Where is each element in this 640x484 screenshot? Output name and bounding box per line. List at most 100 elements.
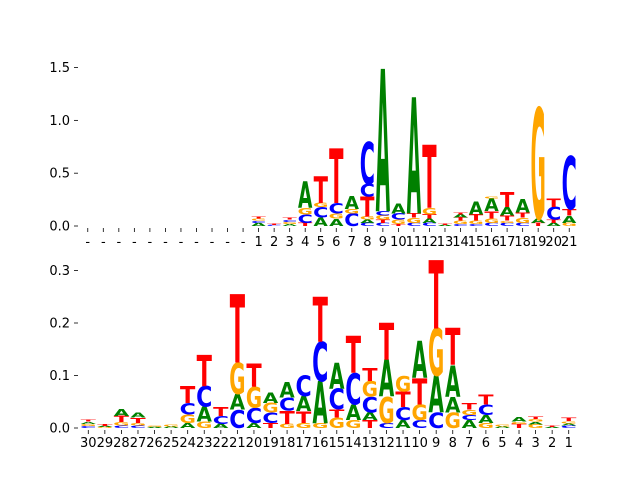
- logo-letter-t: T: [296, 408, 312, 427]
- logo-letter-c: C: [362, 393, 378, 418]
- logo-letter-a: A: [130, 411, 146, 420]
- logo-letter-t: T: [379, 315, 395, 373]
- logo-letter-t: T: [528, 416, 543, 420]
- x-tick-label: 9: [379, 235, 387, 250]
- logo-letter-g: G: [196, 420, 212, 430]
- logo-letter-a: A: [438, 225, 454, 227]
- logo-letter-a: A: [429, 366, 445, 425]
- logo-letter-t: T: [500, 214, 515, 223]
- logo-letter-g: G: [163, 425, 179, 427]
- logo-letter-a: A: [561, 423, 576, 426]
- x-tick-label: 6: [332, 235, 340, 250]
- logo-letter-t: T: [362, 419, 377, 431]
- logo-letter-a: A: [544, 427, 560, 429]
- logo-letter-g: G: [527, 424, 543, 430]
- logo-letter-g: G: [113, 422, 129, 427]
- logo-letter-g: G: [282, 221, 297, 224]
- logo-letter-t: T: [544, 426, 560, 428]
- x-tick-label: 23: [196, 436, 213, 451]
- logo-letter-a: A: [279, 378, 294, 403]
- x-tick-label: 14: [452, 235, 469, 250]
- x-tick-label: 8: [363, 235, 371, 250]
- logo-letter-a: A: [360, 219, 375, 224]
- logo-letter-c: C: [80, 425, 96, 428]
- logo-letter-t: T: [391, 223, 406, 226]
- logo-letter-a: A: [379, 350, 395, 409]
- logo-letter-g: G: [406, 217, 421, 225]
- logo-letter-c: C: [561, 425, 577, 429]
- logo-letter-a: A: [495, 426, 510, 428]
- logo-letter-a: A: [329, 217, 344, 229]
- logo-letter-c: C: [478, 403, 494, 419]
- logo-letter-g: G: [562, 222, 577, 227]
- logo-letter-c: C: [484, 222, 499, 227]
- logo-letter-t: T: [478, 393, 494, 408]
- logo-letter-c: C: [251, 220, 266, 223]
- x-tick-label: 11: [395, 436, 412, 451]
- logo-letter-t: T: [298, 222, 313, 227]
- x-tick-label: -: [194, 235, 199, 250]
- logo-letter-t: T: [213, 405, 229, 419]
- x-tick-label: 18: [279, 436, 296, 451]
- logo-letter-a: A: [362, 410, 378, 423]
- y-tick-label: 0.0: [49, 422, 70, 437]
- x-tick-label: 5: [317, 235, 325, 250]
- x-tick-label: 8: [449, 436, 457, 451]
- logo-letter-c: C: [229, 405, 245, 435]
- logo-letter-g: G: [329, 416, 345, 433]
- x-tick-label: 13: [437, 235, 454, 250]
- logo-letter-g: G: [344, 208, 359, 215]
- logo-letter-g: G: [362, 377, 378, 402]
- logo-letter-t: T: [346, 328, 362, 386]
- logo-letter-t: T: [422, 127, 436, 229]
- logo-letter-g: G: [445, 408, 461, 433]
- logo-letter-g: G: [484, 196, 499, 199]
- x-tick-label: 3: [286, 235, 294, 250]
- logo-letter-g: G: [296, 421, 312, 430]
- logo-letter-c: C: [395, 403, 411, 424]
- logo-letter-a: A: [345, 194, 359, 214]
- logo-letter-c: C: [375, 210, 390, 217]
- logo-letter-g: G: [511, 421, 527, 424]
- y-tick-label: 0.1: [49, 369, 70, 384]
- logo-letter-t: T: [360, 191, 375, 224]
- logo-letter-a: A: [391, 201, 406, 216]
- logo-letter-t: T: [462, 402, 478, 412]
- logo-letter-g: G: [453, 220, 468, 225]
- logo-letter-g: G: [461, 408, 477, 417]
- logo-letter-g: G: [298, 207, 313, 217]
- logo-letter-g: G: [312, 421, 328, 430]
- logo-letter-c: C: [130, 425, 146, 429]
- logo-letter-g: G: [313, 202, 328, 209]
- logo-letter-a: A: [230, 390, 245, 415]
- logo-letter-a: A: [376, 30, 390, 258]
- logo-letter-t: T: [562, 207, 576, 217]
- x-tick-label: -: [179, 235, 184, 250]
- logo-letter-a: A: [314, 216, 328, 229]
- logo-letter-a: A: [547, 222, 562, 227]
- x-tick-label: 4: [515, 436, 523, 451]
- x-tick-label: -: [241, 235, 246, 250]
- logo-letter-a: A: [531, 218, 546, 225]
- logo-letter-g: G: [180, 412, 196, 426]
- logo-letter-a: A: [469, 199, 483, 219]
- logo-letter-t: T: [197, 347, 213, 397]
- x-tick-label: 3: [531, 436, 539, 451]
- logo-letter-a: A: [213, 423, 229, 430]
- logo-letter-t: T: [484, 209, 499, 221]
- x-tick-label: 10: [411, 436, 428, 451]
- logo-letter-a: A: [97, 426, 113, 428]
- logo-letter-c: C: [360, 132, 375, 199]
- y-tick-label: 1.0: [49, 114, 70, 129]
- logo-letter-a: A: [500, 205, 514, 218]
- x-tick-label: 13: [362, 436, 379, 451]
- logo-letter-a: A: [478, 413, 494, 426]
- logo-letter-t: T: [97, 424, 112, 427]
- logo-letter-a: A: [528, 421, 543, 425]
- x-tick-label: 1: [254, 235, 262, 250]
- logo-letter-t: T: [511, 423, 527, 430]
- x-tick-label: 18: [514, 235, 531, 250]
- logo-letter-t: T: [313, 284, 329, 356]
- logo-letter-t: T: [422, 213, 437, 220]
- logo-letter-g: G: [391, 219, 406, 226]
